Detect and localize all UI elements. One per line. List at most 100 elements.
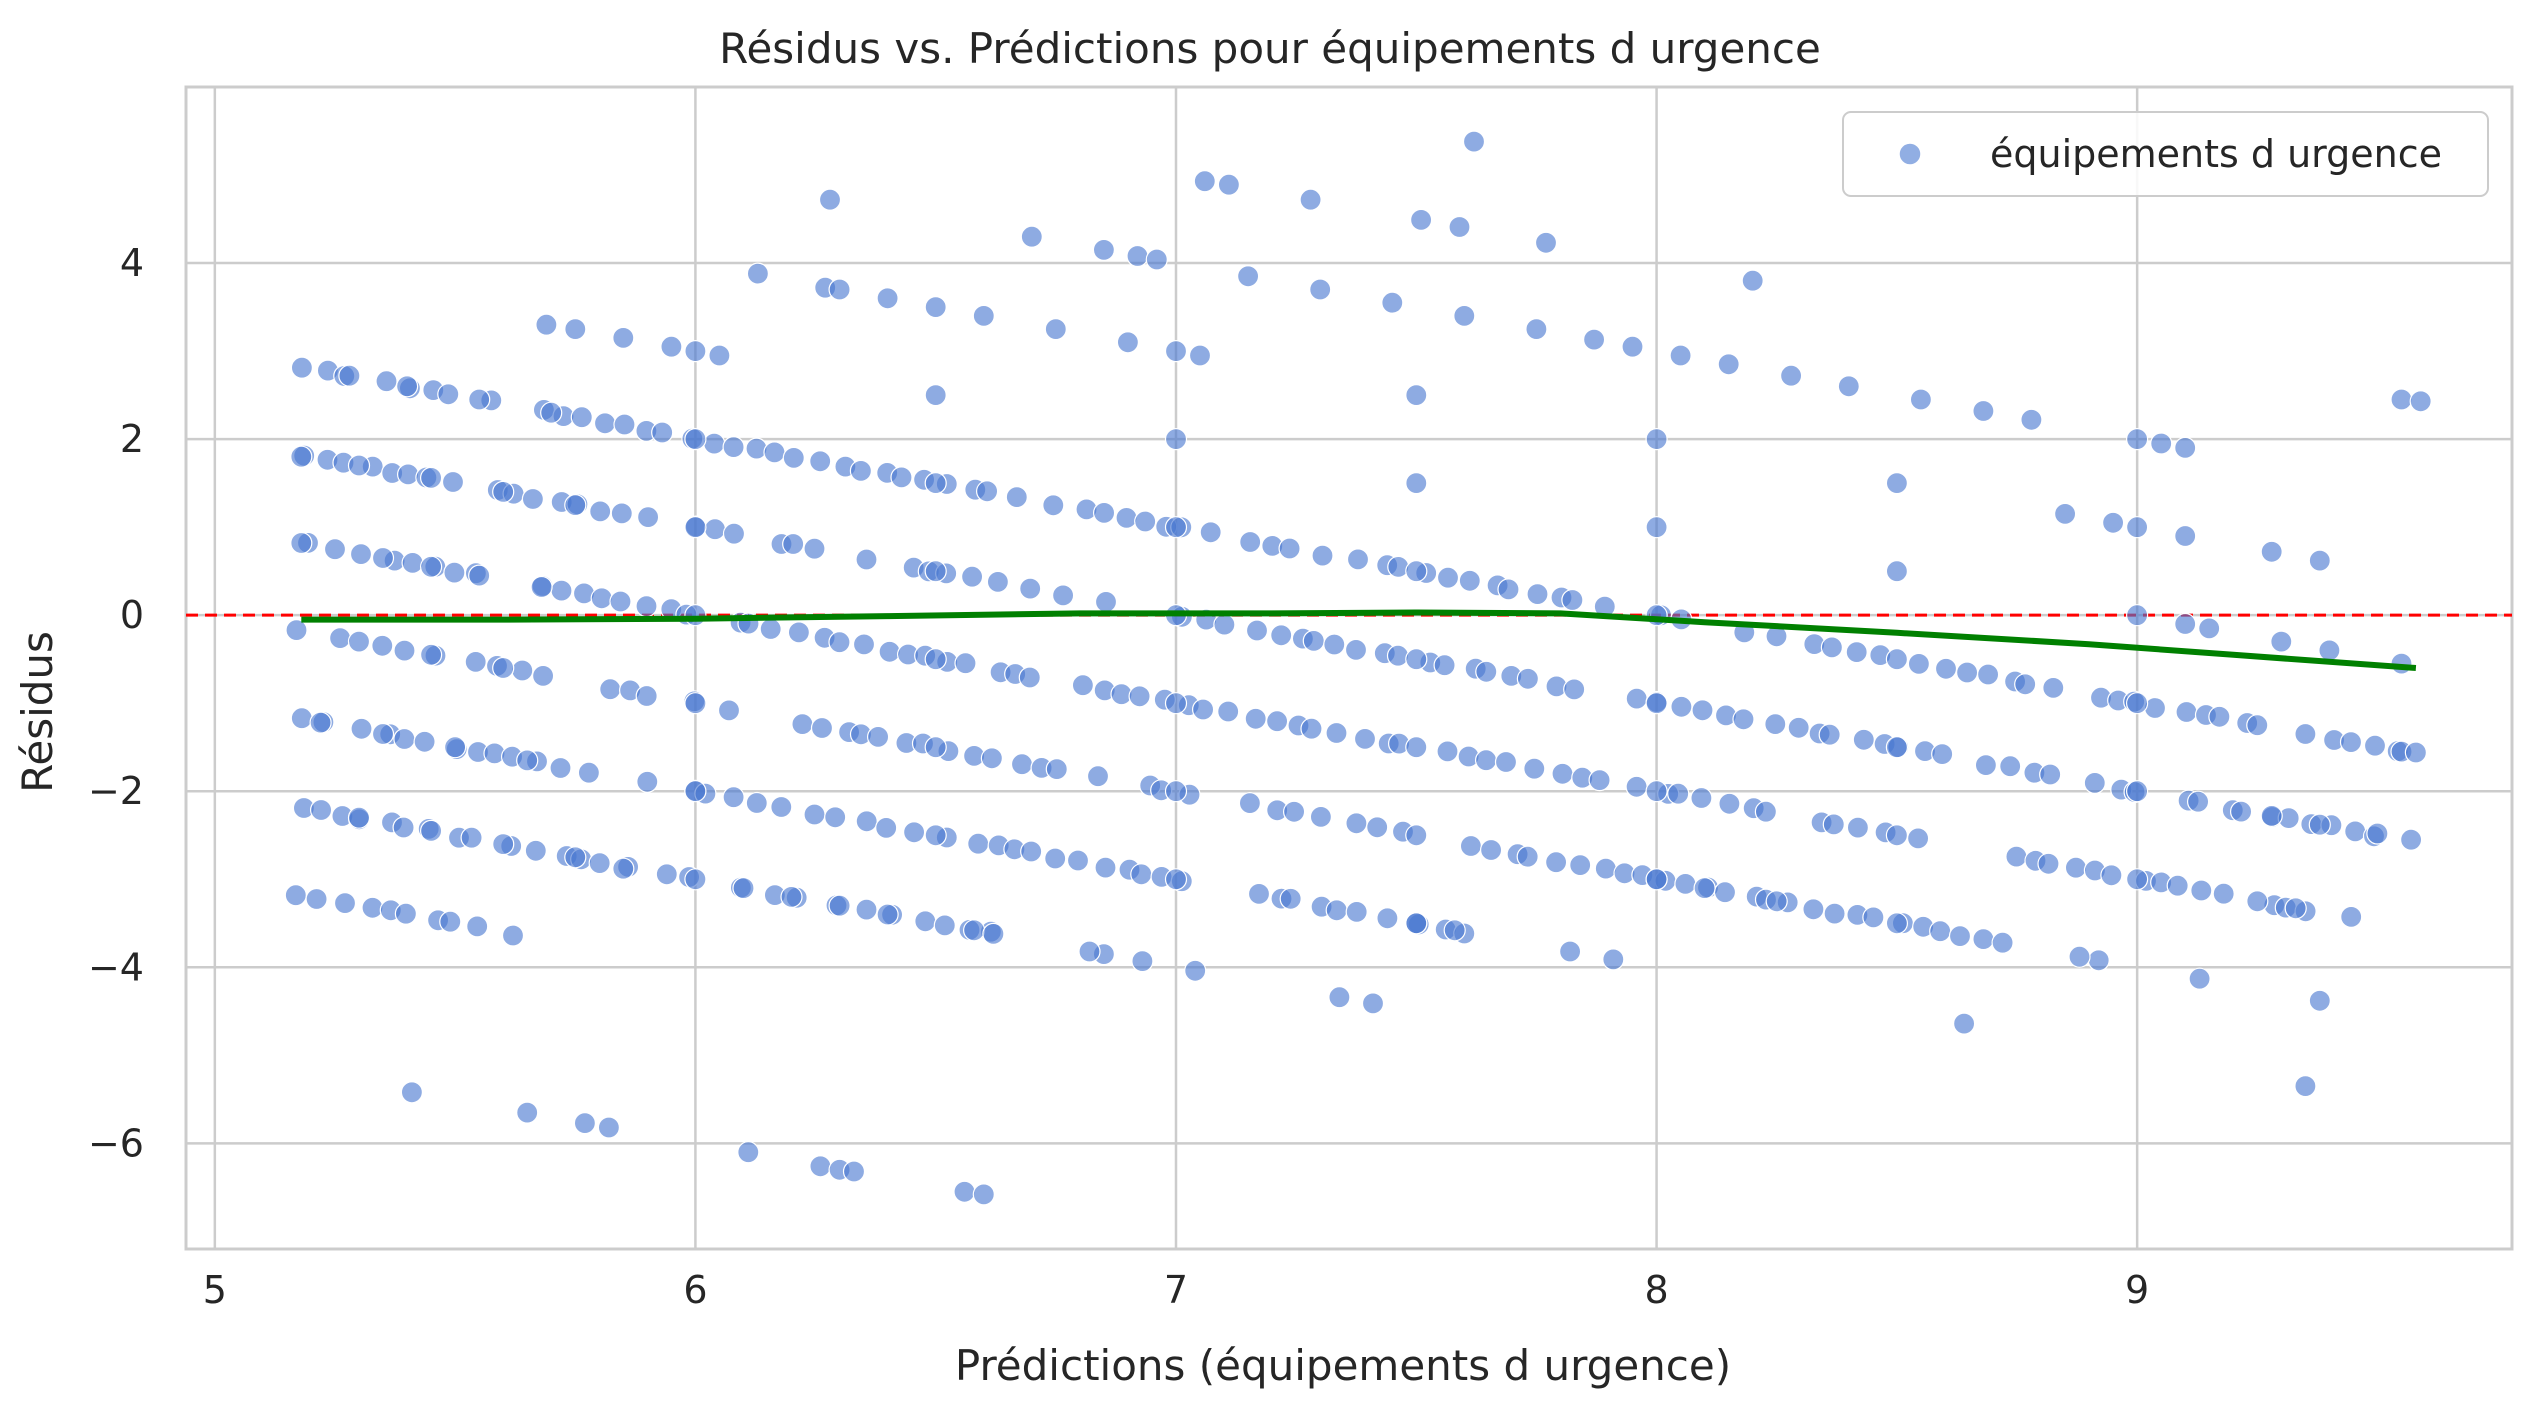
y-tick-label: 4 [120,241,144,285]
scatter-point [1019,577,1042,600]
scatter-point [2318,639,2341,662]
scatter-point [1164,692,1188,715]
scatter-point [1974,753,1998,777]
scatter-point [1479,838,1503,862]
scatter-point [392,816,415,839]
scatter-point [1516,667,1540,690]
scatter-point [954,652,977,675]
scatter-point [2190,879,2213,902]
scatter-point [960,565,984,588]
scatter-point [866,725,890,749]
scatter-point [1909,388,1933,411]
scatter-point [2174,436,2197,459]
scatter-point [501,924,525,947]
scatter-point [413,730,436,753]
scatter-point [2068,945,2091,968]
scatter-point [953,1180,976,1203]
scatter-point [1191,698,1215,721]
scatter-point [782,532,805,556]
scatter-point [1005,486,1028,509]
scatter-point [2126,604,2149,627]
x-tick-label: 8 [1644,1268,1668,1312]
scatter-point [1045,757,1068,781]
scatter-point [1885,736,1909,759]
scatter-point [1279,887,1302,910]
scatter-point [524,839,547,862]
scatter-point [1802,898,1825,921]
scatter-point [2054,502,2077,526]
scatter-point [349,542,373,566]
scatter-point [655,863,678,886]
scatter-point [986,570,1010,594]
scatter-point [1238,791,1262,815]
scatter-point [1991,931,2014,954]
scatter-point [818,188,842,211]
scatter-point [1278,537,1301,560]
scatter-point [1561,588,1584,612]
scatter-point [1494,750,1518,774]
scatter-point [535,313,558,336]
scatter-point [708,344,731,367]
scatter-point [684,604,707,627]
scatter-point [1300,717,1323,740]
scatter-point [875,816,898,840]
scatter-point [1094,590,1118,614]
scatter-point [967,832,990,855]
scatter-point [323,538,347,561]
scatter-point [1525,318,1548,341]
scatter-point [305,887,328,911]
scatter-point [1693,876,1716,900]
scatter-point [1818,723,1841,746]
y-tick-labels: −6 −4 −2 0 2 4 [88,241,144,1165]
scatter-point [1409,208,1433,231]
scatter-point [464,650,487,674]
scatter-point [2198,617,2221,640]
scatter-point [962,919,986,942]
scatter-point [1328,986,1351,1009]
scatter-point [443,561,466,584]
scatter-point [1094,856,1117,879]
scatter-point [1164,516,1188,539]
scatter-point [521,487,545,511]
scatter-point [1092,238,1116,261]
scatter-point [2208,705,2231,728]
scatter-point [1645,692,1668,715]
scatter-point [1386,644,1410,667]
scatter-point [573,1111,597,1135]
scatter-point [2212,882,2235,905]
scatter-point [1115,506,1138,530]
scatter-point [2014,673,2037,696]
scatter-point [684,692,707,715]
scatter-point [1044,318,1067,341]
scatter-point [2284,897,2307,920]
scatter-point [876,903,899,926]
scatter-point [1691,699,1714,722]
scatter-point [1366,816,1389,839]
scatter-point [902,821,926,844]
legend: équipements d urgence [1842,111,2489,197]
scatter-point [609,590,632,613]
scatter-point [924,560,947,583]
scatter-point [684,780,707,803]
scatter-point [759,617,782,641]
scatter-point [1999,755,2022,778]
y-tick-label: 2 [120,417,144,461]
scatter-point [1459,834,1483,858]
scatter-point [2039,763,2062,786]
scatter-point [1309,805,1333,829]
scatter-point [1299,188,1322,211]
scatter-point [1323,633,1346,656]
scatter-point [420,555,443,578]
scatter-point [1569,853,1592,877]
x-axis-label: Prédictions (équipements d urgence) [955,1341,1731,1390]
scatter-point [1381,291,1404,314]
scatter-point [2187,790,2210,813]
scatter-point [1164,340,1188,363]
y-tick-label: −6 [88,1121,144,1165]
y-axis-label: Résidus [13,631,62,793]
scatter-point [1837,375,1860,398]
scatter-point [1433,654,1456,677]
scatter-point [338,364,361,387]
scatter-point [1717,353,1740,376]
